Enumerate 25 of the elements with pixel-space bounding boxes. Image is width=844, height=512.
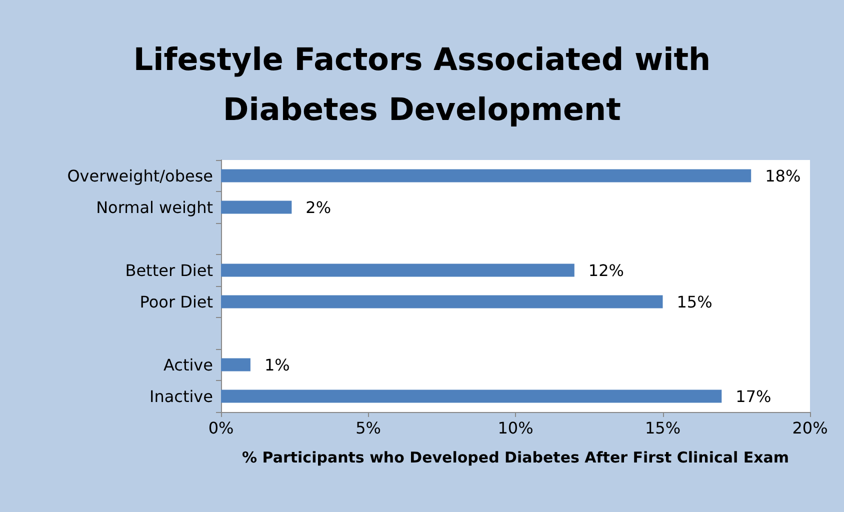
y-tick-label: Normal weight: [96, 198, 213, 217]
data-label: 15%: [676, 292, 712, 312]
bar: [221, 264, 574, 277]
bar: [221, 390, 722, 403]
x-tick-label: 15%: [644, 418, 681, 438]
y-tick-label: Poor Diet: [140, 292, 213, 312]
data-label: 18%: [765, 166, 801, 186]
y-tick-label: Overweight/obese: [67, 166, 213, 186]
bar: [221, 295, 663, 308]
x-tick-label: 10%: [498, 418, 534, 438]
data-label: 2%: [306, 198, 332, 217]
x-tick-label: 0%: [208, 418, 234, 438]
y-tick-label: Better Diet: [125, 260, 213, 280]
bar: [221, 169, 752, 182]
bar: [221, 200, 292, 214]
x-axis-title: % Participants who Developed Diabetes After First Clinical Exam: [242, 448, 790, 466]
bar: [221, 358, 250, 372]
y-tick-label: Active: [164, 355, 213, 374]
y-tick-label: Inactive: [150, 386, 213, 406]
data-label: 17%: [736, 386, 772, 406]
x-tick-label: 5%: [356, 418, 381, 438]
chart-title: Lifestyle Factors Associated with Diabetes Development: [133, 42, 711, 128]
data-label: 1%: [264, 355, 290, 374]
data-label: 12%: [588, 260, 624, 280]
x-tick-label: 20%: [792, 418, 828, 438]
